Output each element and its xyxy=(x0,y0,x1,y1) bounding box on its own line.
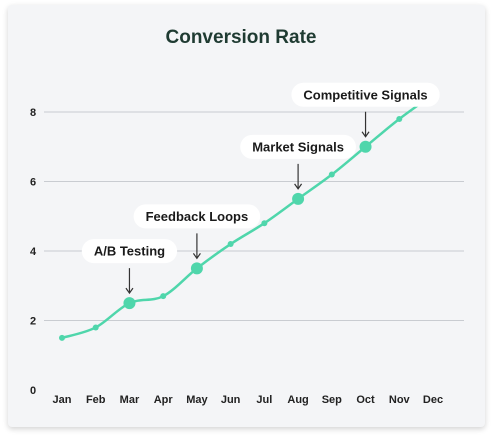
annotation-label: A/B Testing xyxy=(94,244,165,259)
annotation-pill xyxy=(133,204,261,229)
x-tick-label: Jun xyxy=(221,394,241,406)
annotation-label: Competitive Signals xyxy=(303,87,427,102)
data-point xyxy=(261,220,268,227)
annotation-arrowhead xyxy=(294,183,303,190)
x-tick-label: Feb xyxy=(86,394,106,406)
annotation-arrowhead xyxy=(361,131,370,138)
data-point xyxy=(227,241,234,248)
annotation: A/B Testing xyxy=(81,239,178,295)
data-point xyxy=(59,334,65,341)
x-tick-label: Oct xyxy=(356,394,375,406)
x-tick-label: Apr xyxy=(154,394,174,406)
x-tick-label: May xyxy=(186,394,208,406)
series-layer xyxy=(59,91,436,341)
x-tick-label: Jan xyxy=(53,394,72,406)
chart-title: Conversion Rate xyxy=(166,27,317,48)
y-axis: 0 2 4 6 8 xyxy=(30,107,37,397)
x-tick-label: Sep xyxy=(322,394,342,406)
annotation-pill xyxy=(291,82,440,107)
data-point xyxy=(292,192,305,205)
x-tick-label: Jul xyxy=(256,394,272,406)
annotation-pill xyxy=(81,239,178,264)
x-tick-label: Dec xyxy=(423,394,443,406)
y-tick-label: 0 xyxy=(30,385,36,397)
data-point xyxy=(396,115,403,122)
annotation: Feedback Loops xyxy=(133,204,261,260)
data-point xyxy=(123,297,136,310)
x-tick-label: Mar xyxy=(120,394,140,406)
x-tick-label: Nov xyxy=(389,394,411,406)
annotations-layer: A/B Testing Feedback Loops Market Signals C… xyxy=(81,82,440,295)
x-axis: Jan Feb Mar Apr May Jun Jul Aug Sep Oct Nov Dec xyxy=(53,394,444,406)
y-tick-label: 8 xyxy=(30,107,36,119)
data-point xyxy=(190,262,203,275)
data-point xyxy=(92,324,99,331)
annotation-label: Feedback Loops xyxy=(146,209,249,224)
annotation: Market Signals xyxy=(240,134,356,190)
data-point xyxy=(328,171,335,178)
data-point xyxy=(359,140,372,153)
y-tick-label: 4 xyxy=(30,246,37,258)
annotation-label: Market Signals xyxy=(252,139,344,154)
y-tick-label: 2 xyxy=(30,316,36,328)
x-tick-label: Aug xyxy=(287,394,308,406)
annotation-arrowhead xyxy=(125,287,134,295)
annotation-pill xyxy=(240,134,356,159)
annotation: Competitive Signals xyxy=(291,82,440,138)
data-point xyxy=(160,293,167,300)
annotation-arrowhead xyxy=(192,253,201,260)
y-tick-label: 6 xyxy=(30,177,36,189)
